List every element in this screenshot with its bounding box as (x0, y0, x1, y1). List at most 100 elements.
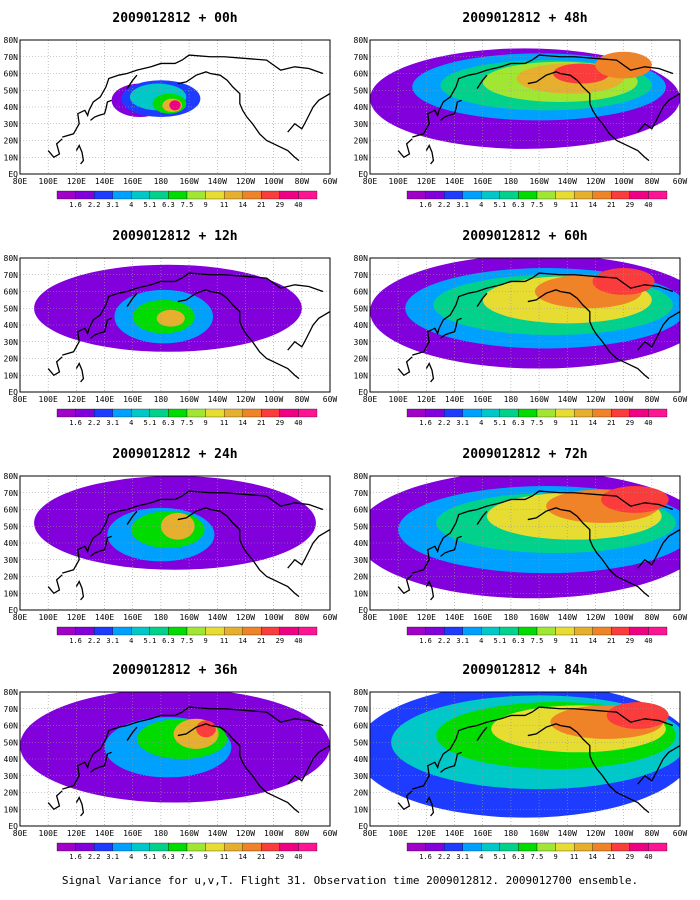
colorbar: 1.6 2.2 3.1 4 5.1 6.3 7.5 9 11 14 21 29 40 (56, 626, 318, 645)
colorbar-swatch (462, 190, 482, 200)
colorbar-swatch (93, 190, 113, 200)
x-tick-label: 160W (179, 613, 198, 622)
y-tick-label: 60N (4, 722, 19, 731)
x-tick-label: 140E (445, 177, 464, 186)
x-tick-label: 120E (417, 177, 436, 186)
y-tick-label: 80N (354, 36, 369, 45)
colorbar-label: 9 (553, 201, 557, 209)
y-tick-label: 30N (4, 556, 19, 565)
contour-fill (169, 100, 181, 111)
y-tick-label: 80N (354, 254, 369, 263)
coastline (47, 574, 63, 595)
colorbar-swatch (56, 626, 76, 636)
colorbar-swatch (223, 842, 243, 852)
x-tick-label: 100W (264, 829, 283, 838)
x-tick-label: 140W (558, 395, 577, 404)
colorbar-swatch (279, 408, 299, 418)
colorbar-label: 29 (276, 419, 284, 427)
colorbar-label: 7.5 (181, 853, 194, 861)
coastline (90, 535, 112, 557)
colorbar-label: 5.1 (494, 201, 507, 209)
y-tick-label: 10N (4, 805, 19, 814)
colorbar-swatch (536, 626, 556, 636)
colorbar-label: 11 (220, 637, 228, 645)
colorbar-label: 9 (203, 201, 207, 209)
x-tick-label: 80W (645, 177, 660, 186)
colorbar-swatch (555, 190, 575, 200)
colorbar-swatch (555, 626, 575, 636)
x-tick-label: 140E (95, 829, 114, 838)
colorbar-label: 14 (588, 201, 596, 209)
coastline (397, 138, 413, 159)
y-tick-label: 60N (4, 506, 19, 515)
y-tick-label: 80N (354, 688, 369, 697)
coastlines (397, 490, 680, 601)
y-tick-label: 70N (354, 53, 369, 62)
map-frame (369, 475, 681, 611)
x-tick-label: 100E (389, 829, 408, 838)
coastline (287, 529, 330, 569)
y-tick-label: 20N (354, 789, 369, 798)
x-tick-label: 140W (208, 177, 227, 186)
colorbar-swatch (425, 408, 445, 418)
map-frame (19, 257, 331, 393)
x-tick-label: 120W (586, 829, 605, 838)
colorbar-label: 7.5 (181, 419, 194, 427)
y-tick-label: EQ (8, 388, 18, 397)
variance-field (370, 476, 680, 599)
colorbar-swatch (462, 408, 482, 418)
x-tick-label: 120E (67, 829, 86, 838)
colorbar-label: 2.2 (438, 853, 451, 861)
x-tick-label: 80E (13, 395, 28, 404)
y-tick-label: 70N (354, 489, 369, 498)
colorbar-swatch (592, 408, 612, 418)
colorbar-label: 7.5 (531, 853, 544, 861)
x-tick-label: 140W (208, 395, 227, 404)
y-tick-label: 70N (4, 53, 19, 62)
colorbar-swatch (555, 408, 575, 418)
x-tick-label: 160W (179, 395, 198, 404)
colorbar-swatch (573, 408, 593, 418)
x-tick-label: 80E (363, 829, 378, 838)
colorbar-swatch (261, 408, 281, 418)
colorbar-swatch (629, 626, 649, 636)
colorbar-label: 29 (626, 637, 634, 645)
colorbar: 1.6 2.2 3.1 4 5.1 6.3 7.5 9 11 14 21 29 40 (56, 190, 318, 209)
colorbar-swatch (223, 190, 243, 200)
colorbar-label: 6.3 (512, 419, 525, 427)
colorbar-swatch (75, 842, 95, 852)
colorbar-swatch (56, 842, 76, 852)
colorbar-swatch (462, 626, 482, 636)
colorbar-label: 6.3 (162, 853, 175, 861)
colorbar-swatch (536, 842, 556, 852)
colorbar-label: 3.1 (456, 419, 469, 427)
colorbar-swatch (112, 842, 132, 852)
colorbar-label: 6.3 (512, 637, 525, 645)
colorbar-swatch (611, 842, 631, 852)
colorbar-label: 29 (276, 201, 284, 209)
colorbar-swatch (298, 408, 318, 418)
colorbar-label: 2.2 (88, 419, 101, 427)
colorbar-label: 6.3 (162, 201, 175, 209)
colorbar-swatch (518, 842, 538, 852)
colorbar-swatch (443, 190, 463, 200)
x-tick-label: 120E (67, 613, 86, 622)
x-tick-label: 160E (123, 613, 142, 622)
y-tick-label: 70N (4, 705, 19, 714)
colorbar-label: 3.1 (106, 419, 119, 427)
colorbar-swatch (481, 190, 501, 200)
colorbar-label: 11 (220, 419, 228, 427)
coastline (62, 272, 324, 356)
colorbar-swatch (481, 626, 501, 636)
y-tick-label: 50N (4, 86, 19, 95)
colorbar-label: 11 (570, 853, 578, 861)
coastlines (397, 54, 680, 165)
colorbar-swatch (573, 626, 593, 636)
colorbar-swatch (573, 190, 593, 200)
colorbar-label: 40 (294, 419, 302, 427)
y-tick-label: 20N (4, 137, 19, 146)
y-tick-label: 40N (4, 103, 19, 112)
colorbar-label: 40 (644, 637, 652, 645)
colorbar-swatch (279, 190, 299, 200)
colorbar-label: 5.1 (494, 419, 507, 427)
